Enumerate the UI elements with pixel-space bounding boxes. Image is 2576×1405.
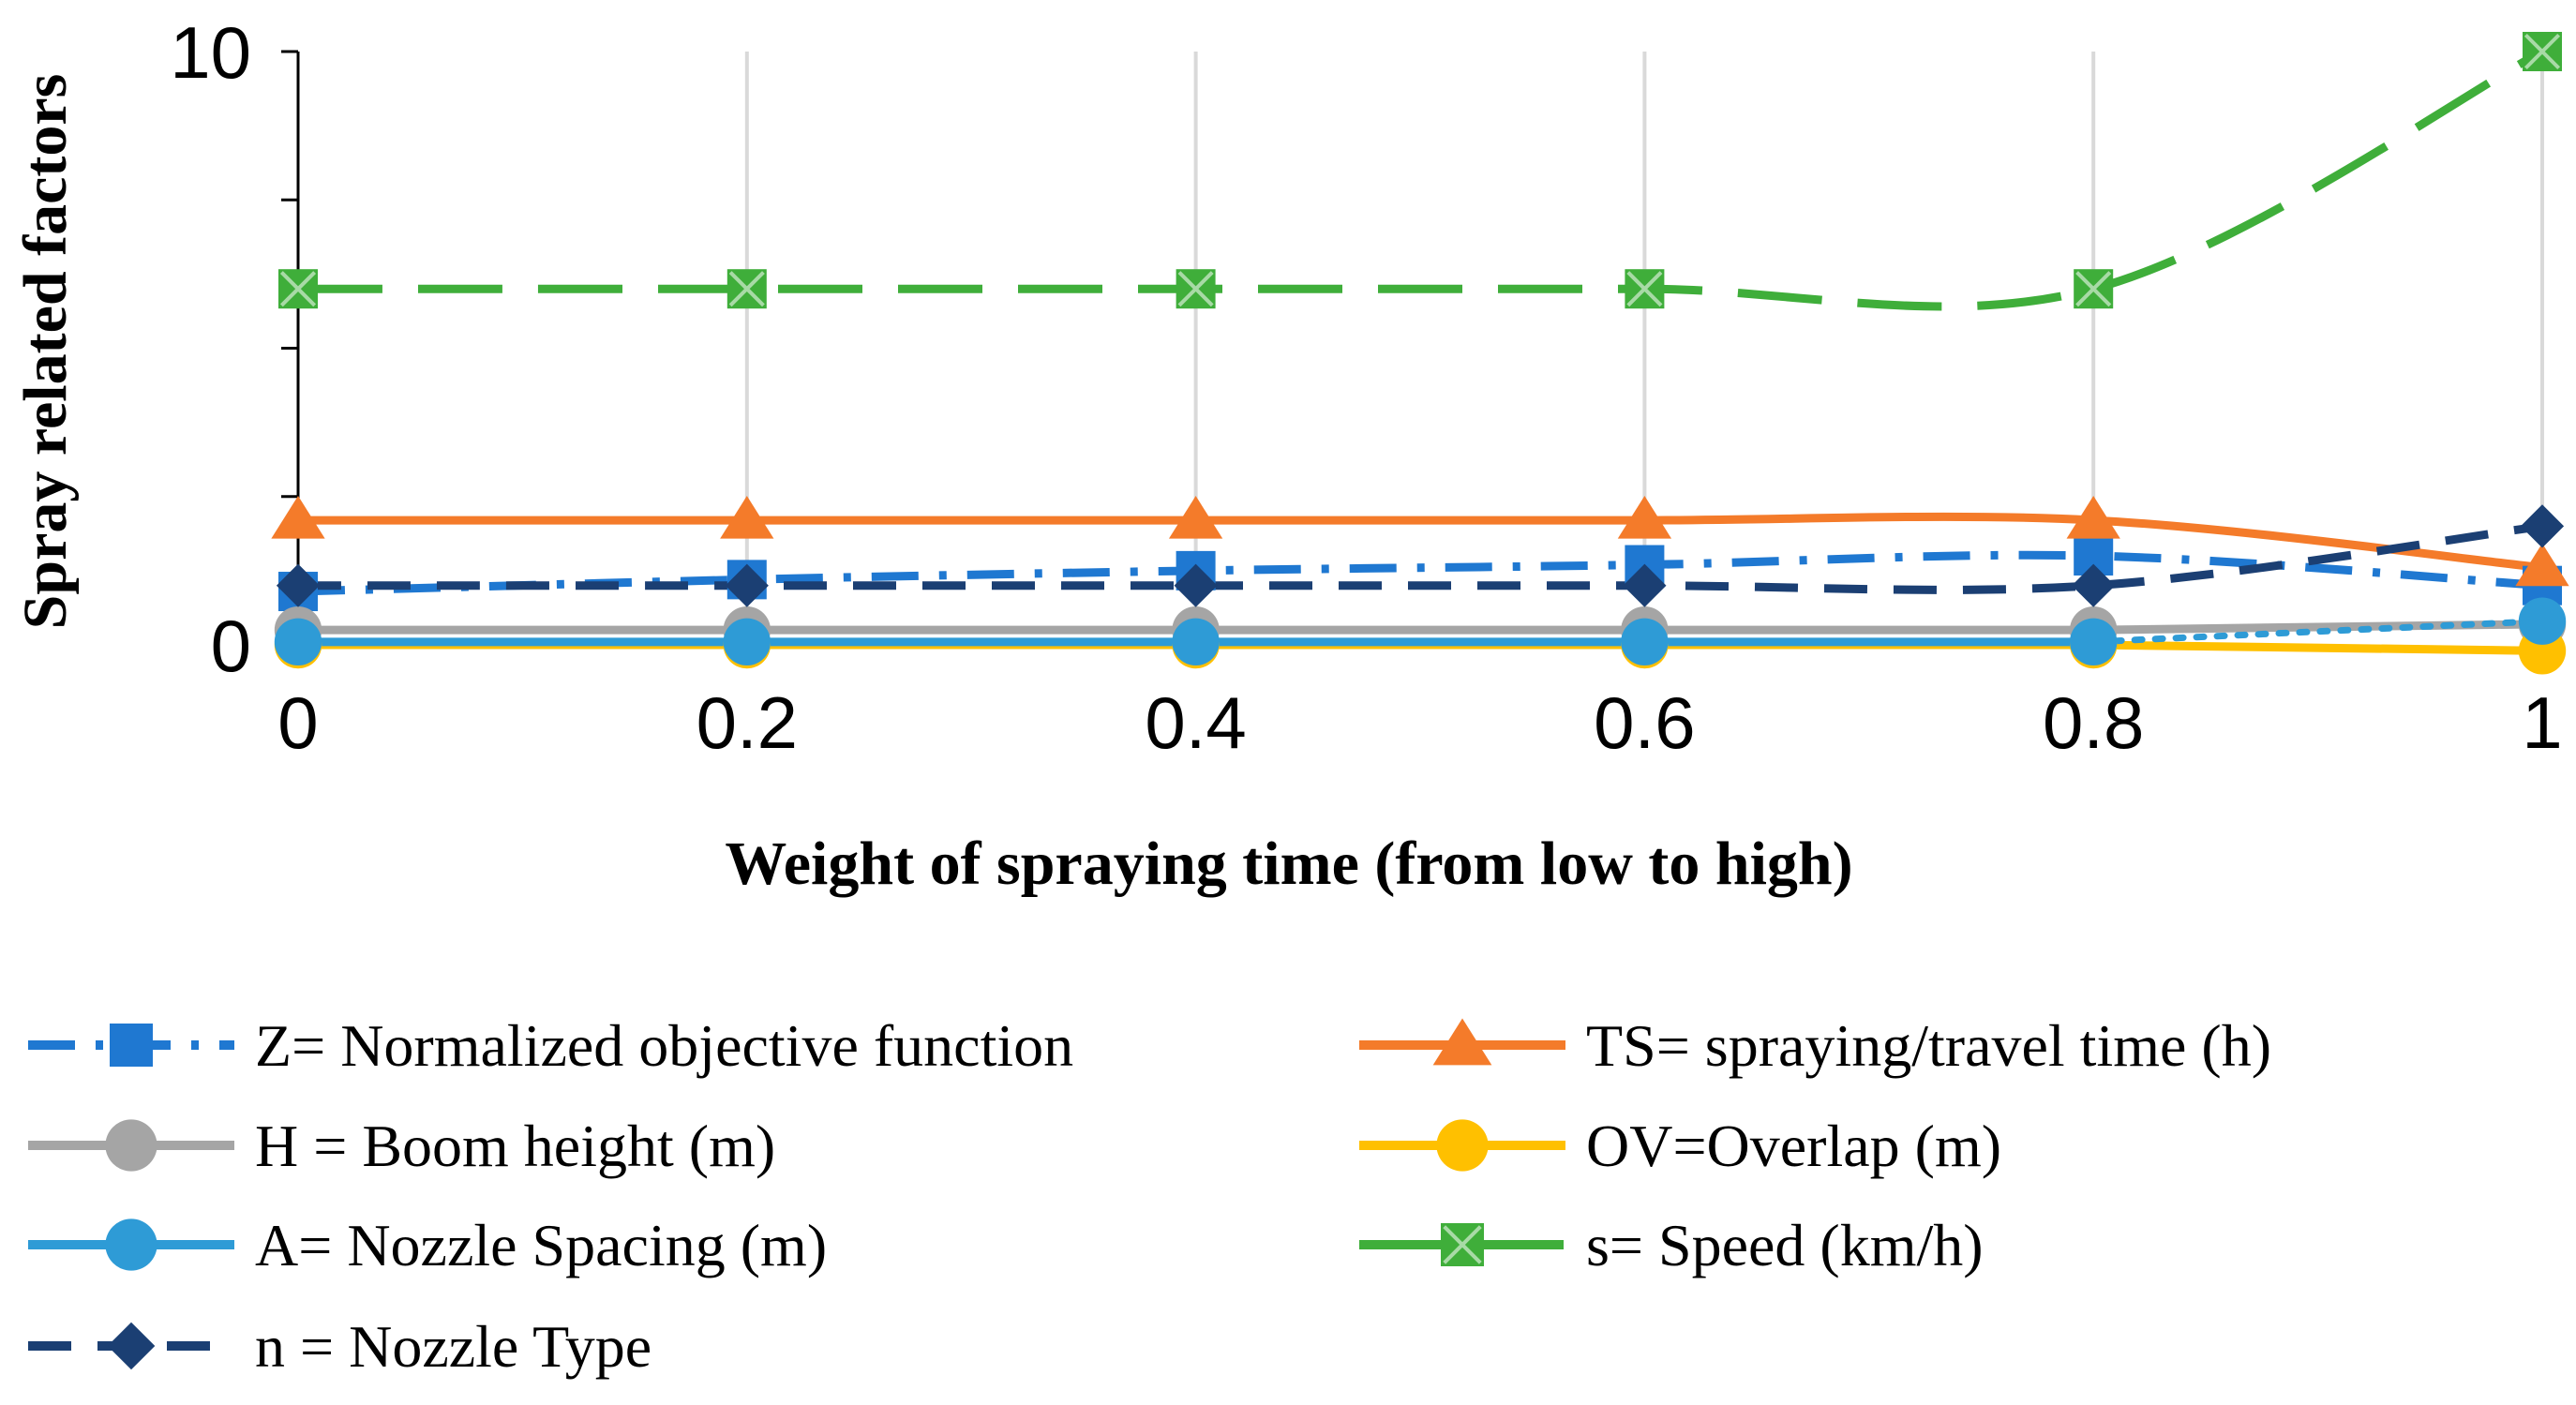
x-tick-label: 0.8: [2043, 681, 2144, 764]
markers-group: [271, 32, 2569, 675]
marker-cross: [1443, 1225, 1482, 1264]
data-point: [2523, 32, 2562, 71]
legend-label: s= Speed (km/h): [1586, 1212, 1984, 1278]
x-tick-label: 0.2: [696, 681, 798, 764]
series-line: [298, 521, 2543, 594]
data-point: [2074, 269, 2114, 309]
legend-item: OV=Overlap (m): [1359, 1113, 2001, 1179]
legend-item: Z= Normalized objective function: [28, 1012, 1073, 1079]
y-tick-label: 0: [211, 605, 251, 687]
legend: Z= Normalized objective function TS= spra…: [28, 1012, 2271, 1380]
legend-label: Z= Normalized objective function: [255, 1012, 1073, 1079]
legend-marker: [1441, 1223, 1484, 1266]
data-point: [278, 269, 318, 309]
legend-item: s= Speed (km/h): [1359, 1212, 1984, 1278]
x-tick-label: 0.4: [1145, 681, 1246, 764]
data-point: [726, 269, 767, 309]
data-point: [2072, 563, 2116, 607]
data-point: [274, 618, 322, 666]
series-line: [298, 48, 2545, 311]
data-point: [1172, 618, 1220, 666]
series-group: [297, 48, 2546, 655]
series-line: [297, 550, 2543, 596]
legend-marker: [107, 1322, 156, 1370]
series-line: [297, 512, 2543, 573]
marker-cross: [1626, 271, 1663, 307]
legend-label: OV=Overlap (m): [1586, 1113, 2001, 1179]
data-point: [1176, 269, 1216, 309]
series-line: [298, 620, 2543, 635]
data-point: [2518, 597, 2567, 645]
legend-item: TS= spraying/travel time (h): [1359, 1012, 2271, 1079]
y-axis-title: Spray related factors: [11, 74, 80, 630]
data-point: [1625, 269, 1665, 309]
data-point: [1168, 496, 1223, 539]
data-point: [2070, 618, 2118, 666]
y-tick-label: 10: [170, 11, 251, 94]
legend-item: A= Nozzle Spacing (m): [28, 1212, 827, 1278]
data-point: [2066, 496, 2120, 539]
data-point: [1617, 496, 1672, 539]
legend-label: A= Nozzle Spacing (m): [255, 1212, 827, 1278]
data-point: [1621, 618, 1669, 666]
legend-marker: [110, 1024, 153, 1067]
legend-label: H = Boom height (m): [255, 1113, 775, 1179]
data-point: [723, 618, 771, 666]
legend-marker: [1432, 1018, 1492, 1066]
legend-marker: [105, 1218, 157, 1271]
data-point: [271, 496, 325, 539]
legend-marker: [105, 1119, 157, 1172]
x-ticks: 0 0.2 0.4 0.6 0.8 1: [277, 681, 2562, 764]
data-point: [1174, 563, 1218, 607]
data-point: [2515, 543, 2569, 587]
data-point: [720, 496, 774, 539]
marker-cross: [2524, 33, 2561, 70]
x-axis-title: Weight of spraying time (from low to hig…: [725, 830, 1852, 898]
data-point: [276, 563, 321, 607]
legend-item: n = Nozzle Type: [28, 1313, 651, 1380]
legend-label: n = Nozzle Type: [255, 1313, 651, 1380]
marker-cross: [279, 271, 317, 307]
x-tick-label: 0: [277, 681, 318, 764]
legend-label: TS= spraying/travel time (h): [1586, 1012, 2271, 1079]
data-point: [2520, 504, 2565, 548]
marker-cross: [728, 271, 765, 307]
data-point: [1623, 563, 1667, 607]
y-ticks: 0 10: [170, 11, 298, 687]
legend-item: H = Boom height (m): [28, 1113, 775, 1179]
data-point: [725, 563, 769, 607]
x-tick-label: 1: [2522, 681, 2562, 764]
marker-cross: [1177, 271, 1214, 307]
legend-marker: [1436, 1119, 1489, 1172]
series-line-segment: [2089, 618, 2546, 646]
marker-cross: [2075, 271, 2112, 307]
x-tick-label: 0.6: [1594, 681, 1695, 764]
